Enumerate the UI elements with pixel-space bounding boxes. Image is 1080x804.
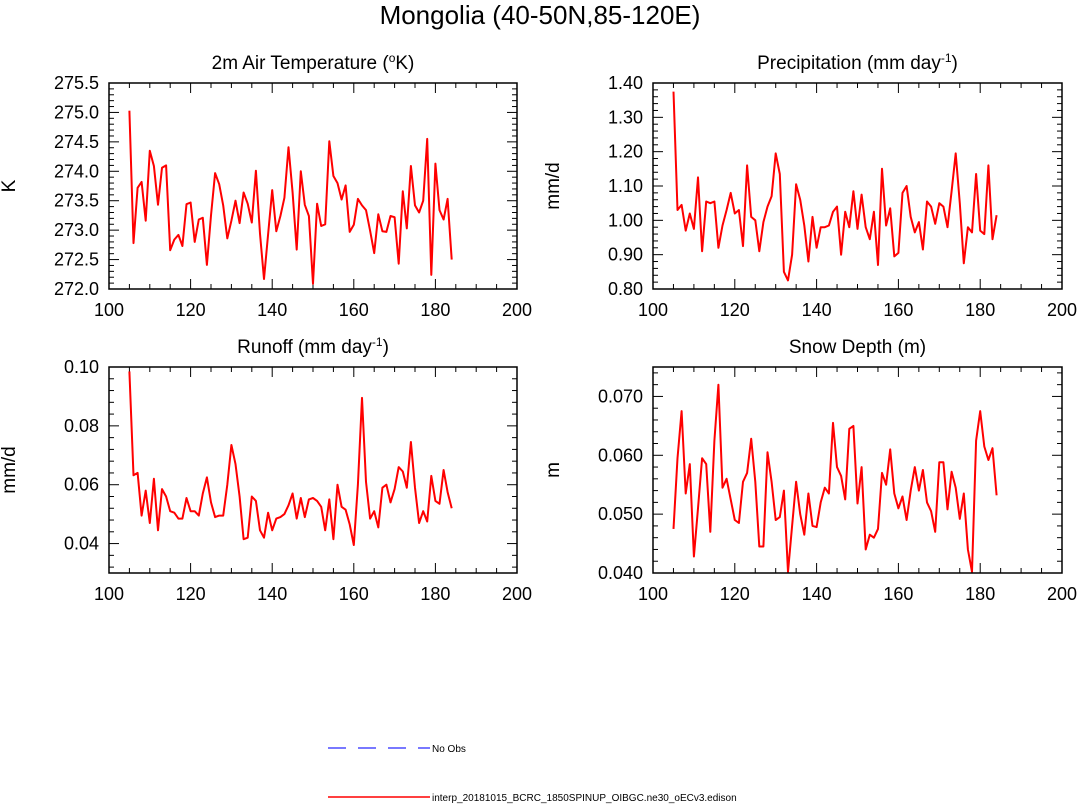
snow-depth-y-tick-label: 0.060 — [598, 445, 643, 465]
air-temperature-y-tick-label: 272.0 — [54, 279, 99, 299]
precipitation-y-tick-label: 0.80 — [608, 279, 643, 299]
air-temperature-title-text: 2m Air Temperature ( — [212, 53, 390, 74]
runoff-plot-frame — [108, 366, 518, 574]
runoff-y-axis-label: mm/d — [0, 446, 20, 494]
snow-depth-y-tick-label: 0.050 — [598, 504, 643, 524]
precipitation-y-tick-label: 1.20 — [608, 142, 643, 162]
air-temperature-x-tick-label: 140 — [257, 300, 287, 320]
precipitation-plot-frame — [652, 82, 1063, 290]
air-temperature-plot-frame — [108, 82, 518, 290]
runoff-x-tick-label: 140 — [257, 584, 287, 604]
air-temperature-y-tick-label: 272.5 — [54, 250, 99, 270]
precipitation-y-tick-label: 1.00 — [608, 210, 643, 230]
air-temperature-title-superscript: o — [389, 51, 396, 65]
snow-depth-series-line — [672, 383, 998, 573]
snow-depth-title: Snow Depth (m) — [789, 337, 926, 358]
precipitation-title-text: Precipitation (mm day — [757, 53, 941, 74]
legend-label-model: interp_20181015_BCRC_1850SPINUP_OIBGC.ne… — [432, 793, 737, 804]
air-temperature-y-tick-label: 274.0 — [54, 161, 99, 181]
precipitation-title-text-end: ) — [952, 53, 958, 74]
air-temperature-series-line — [128, 110, 453, 285]
air-temperature-y-axis-label: K — [0, 179, 20, 192]
precipitation-title: Precipitation (mm day-1) — [757, 51, 958, 74]
runoff-title-text-end: ) — [383, 337, 389, 358]
runoff-x-tick-label: 160 — [339, 584, 369, 604]
snow-depth-y-tick-label: 0.040 — [598, 563, 643, 583]
snow-depth-y-tick-label: 0.070 — [598, 386, 643, 406]
snow-depth-y-axis-label: m — [543, 462, 564, 478]
precipitation-series-line — [672, 91, 998, 282]
air-temperature-y-tick-label: 275.0 — [54, 102, 99, 122]
snow-depth-plot-frame — [652, 366, 1063, 574]
panel-snow-depth: Snow Depth (m) m 100 120 140 160 180 200 0.040 0.… — [543, 337, 1077, 604]
air-temperature-x-tick-label: 180 — [420, 300, 450, 320]
precipitation-x-tick-label: 120 — [720, 300, 750, 320]
runoff-y-tick-label: 0.06 — [64, 475, 99, 495]
air-temperature-title: 2m Air Temperature (oK) — [212, 51, 415, 74]
precipitation-y-tick-label: 1.40 — [608, 73, 643, 93]
precipitation-y-axis-label: mm/d — [543, 162, 564, 210]
runoff-y-tick-label: 0.08 — [64, 416, 99, 436]
runoff-x-tick-label: 200 — [502, 584, 532, 604]
runoff-x-tick-label: 100 — [94, 584, 124, 604]
precipitation-x-tick-label: 100 — [638, 300, 668, 320]
air-temperature-x-tick-label: 160 — [339, 300, 369, 320]
air-temperature-title-text-end: K) — [395, 53, 414, 74]
legend: No Obs interp_20181015_BCRC_1850SPINUP_O… — [328, 744, 737, 804]
panel-air-temperature: 2m Air Temperature (oK) K 100 120 140 160 180 2… — [0, 51, 532, 320]
runoff-x-tick-label: 180 — [420, 584, 450, 604]
legend-label-no-obs: No Obs — [432, 744, 466, 755]
precipitation-x-tick-label: 140 — [802, 300, 832, 320]
air-temperature-x-tick-label: 200 — [502, 300, 532, 320]
snow-depth-x-tick-label: 200 — [1047, 584, 1077, 604]
precipitation-y-tick-label: 1.10 — [608, 176, 643, 196]
runoff-series-line — [128, 371, 453, 546]
snow-depth-x-tick-label: 140 — [802, 584, 832, 604]
air-temperature-x-tick-label: 100 — [94, 300, 124, 320]
precipitation-y-tick-label: 1.30 — [608, 107, 643, 127]
air-temperature-y-tick-label: 274.5 — [54, 132, 99, 152]
panel-precipitation: Precipitation (mm day-1) mm/d 100 120 140 160… — [543, 51, 1077, 320]
precipitation-y-tick-label: 0.90 — [608, 245, 643, 265]
air-temperature-y-tick-label: 273.5 — [54, 191, 99, 211]
air-temperature-y-tick-label: 273.0 — [54, 220, 99, 240]
precipitation-x-tick-label: 180 — [965, 300, 995, 320]
runoff-y-tick-label: 0.04 — [64, 534, 99, 554]
runoff-title-text: Runoff (mm day — [237, 337, 372, 358]
runoff-title-superscript: -1 — [372, 335, 383, 349]
snow-depth-x-tick-label: 160 — [883, 584, 913, 604]
panel-runoff: Runoff (mm day-1) mm/d 100 120 140 160 180 200 0… — [0, 335, 532, 604]
air-temperature-y-tick-label: 275.5 — [54, 73, 99, 93]
runoff-title: Runoff (mm day-1) — [237, 335, 389, 358]
runoff-y-tick-label: 0.10 — [64, 357, 99, 377]
snow-depth-x-tick-label: 100 — [638, 584, 668, 604]
snow-depth-x-tick-label: 120 — [720, 584, 750, 604]
runoff-x-tick-label: 120 — [176, 584, 206, 604]
precipitation-title-superscript: -1 — [941, 51, 952, 65]
precipitation-x-tick-label: 160 — [883, 300, 913, 320]
air-temperature-x-tick-label: 120 — [176, 300, 206, 320]
snow-depth-x-tick-label: 180 — [965, 584, 995, 604]
precipitation-x-tick-label: 200 — [1047, 300, 1077, 320]
figure-title: Mongolia (40-50N,85-120E) — [380, 0, 701, 30]
